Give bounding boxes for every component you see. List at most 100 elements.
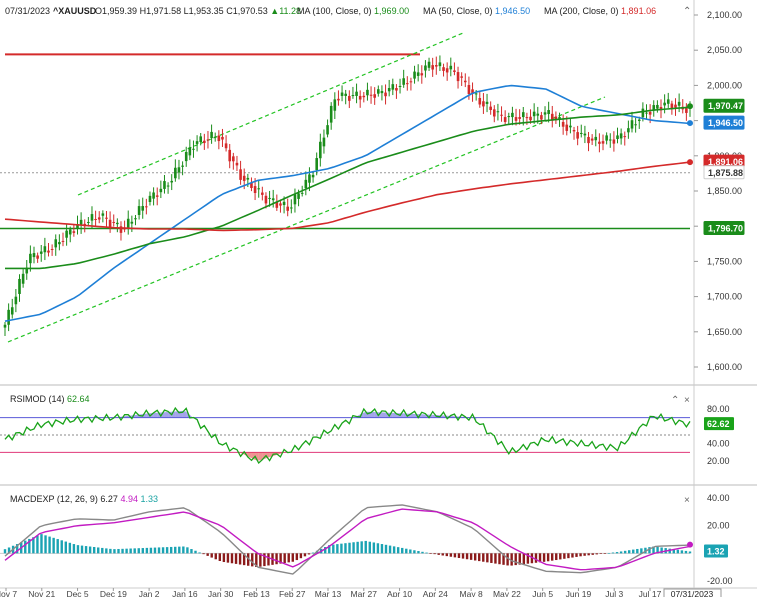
macd-histogram-bar xyxy=(65,542,67,554)
macd-histogram-bar xyxy=(365,541,367,553)
macd-histogram-bar xyxy=(405,549,407,554)
time-axis-label: Apr 10 xyxy=(387,589,412,597)
candle-body xyxy=(279,203,282,205)
macd-histogram-bar xyxy=(109,549,111,553)
macd-histogram-bar xyxy=(685,551,687,553)
rsi-title-label: RSIMOD (14) xyxy=(10,394,65,404)
candle-body xyxy=(163,181,166,189)
header-symbol[interactable]: ^XAUUSD xyxy=(53,6,97,16)
macd-histogram-bar xyxy=(454,553,456,557)
candle-body xyxy=(105,218,108,219)
macd-value-badge-label: 1.32 xyxy=(707,546,725,556)
candle-body xyxy=(489,107,492,110)
candle-body xyxy=(399,86,402,87)
legend-ma50-value: 1,946.50 xyxy=(495,6,530,16)
ma200-end-marker xyxy=(687,159,693,165)
candle-body xyxy=(326,125,329,134)
macd-histogram-bar xyxy=(563,553,565,558)
macd-histogram-bar xyxy=(575,553,577,557)
candle-body xyxy=(439,62,442,66)
rsi-overbought-fill xyxy=(451,416,455,418)
candle-body xyxy=(544,112,547,114)
time-axis-label: May 8 xyxy=(460,589,483,597)
legend-ma100[interactable]: MA (100, Close, 0) 1,969.00 xyxy=(297,6,409,16)
candle-body xyxy=(214,137,217,138)
legend-ma200-value: 1,891.06 xyxy=(621,6,656,16)
candle-body xyxy=(294,194,297,204)
macd-title[interactable]: MACDEXP (12, 26, 9) 6.27 4.94 1.33 xyxy=(10,494,158,504)
macd-title-label: MACDEXP (12, 26, 9) xyxy=(10,494,98,504)
rsi-value-badge-label: 62.62 xyxy=(707,419,730,429)
candle-body xyxy=(685,108,688,113)
candle-body xyxy=(283,202,286,205)
candle-body xyxy=(529,117,532,120)
macd-histogram-bar xyxy=(567,553,569,558)
macd-histogram-bar xyxy=(551,553,553,560)
candle-body xyxy=(254,186,257,193)
macd-histogram-bar xyxy=(146,548,148,553)
macd-histogram-bar xyxy=(211,553,213,557)
collapse-chevron-icon[interactable]: ⌃ xyxy=(683,6,691,17)
macd-histogram-bar xyxy=(150,548,152,554)
candle-body xyxy=(174,168,177,179)
candle-body xyxy=(44,246,47,252)
rsi-close-icon[interactable]: × xyxy=(684,395,690,406)
macd-histogram-bar xyxy=(113,549,115,553)
macd-histogram-bar xyxy=(312,553,314,554)
macd-histogram-bar xyxy=(77,545,79,553)
candle-body xyxy=(73,231,76,233)
candle-body xyxy=(475,93,478,94)
candle-body xyxy=(417,72,420,76)
candle-body xyxy=(562,122,565,127)
candle-body xyxy=(609,140,612,141)
candle-body xyxy=(598,142,601,144)
macd-histogram-bar xyxy=(600,553,602,554)
candle-body xyxy=(518,117,521,119)
macd-histogram-bar xyxy=(490,553,492,563)
candle-body xyxy=(221,137,224,140)
macd-histogram-bar xyxy=(239,553,241,564)
macd-histogram-bar xyxy=(401,548,403,553)
macd-histogram-bar xyxy=(474,553,476,560)
candle-body xyxy=(243,176,246,181)
candle-body xyxy=(54,239,57,247)
rsi-axis-tick-label: 80.00 xyxy=(707,404,730,414)
macd-histogram-bar xyxy=(604,553,606,554)
candle-body xyxy=(145,206,148,207)
macd-histogram-bar xyxy=(587,553,589,555)
candle-body xyxy=(424,66,427,71)
macd-histogram-bar xyxy=(93,547,95,553)
macd-histogram-bar xyxy=(154,548,156,554)
candle-body xyxy=(500,115,503,116)
macd-histogram-bar xyxy=(612,553,614,554)
macd-histogram-bar xyxy=(283,553,285,563)
ma100-end-marker xyxy=(687,103,693,109)
rsi-title[interactable]: RSIMOD (14) 62.64 xyxy=(10,394,90,404)
candle-body xyxy=(352,95,355,96)
macd-histogram-bar xyxy=(689,551,691,553)
rsi-overbought-fill xyxy=(411,414,415,418)
candle-body xyxy=(540,115,543,119)
macd-close-icon[interactable]: × xyxy=(684,495,690,506)
candle-body xyxy=(576,132,579,138)
legend-ma200[interactable]: MA (200, Close, 0) 1,891.06 xyxy=(544,6,656,16)
macd-histogram-bar xyxy=(170,547,172,553)
macd-histogram-bar xyxy=(162,547,164,553)
macd-histogram-bar xyxy=(466,553,468,559)
macd-histogram-bar xyxy=(97,547,99,553)
macd-histogram-bar xyxy=(592,553,594,555)
price-badge-label: 1,970.47 xyxy=(708,101,743,111)
candle-body xyxy=(645,113,648,114)
candle-body xyxy=(225,143,228,148)
candle-body xyxy=(435,65,438,67)
price-axis-tick-label: 1,750.00 xyxy=(707,256,742,266)
candle-body xyxy=(286,207,289,211)
rsi-collapse-chevron-icon[interactable]: ⌃ xyxy=(671,395,679,406)
macd-histogram-bar xyxy=(235,553,237,564)
candle-body xyxy=(359,96,362,100)
legend-ma50[interactable]: MA (50, Close, 0) 1,946.50 xyxy=(423,6,530,16)
legend-ma50-label: MA (50, Close, 0) xyxy=(423,6,493,16)
candle-body xyxy=(203,141,206,143)
candle-body xyxy=(526,117,529,118)
macd-histogram-bar xyxy=(547,553,549,561)
